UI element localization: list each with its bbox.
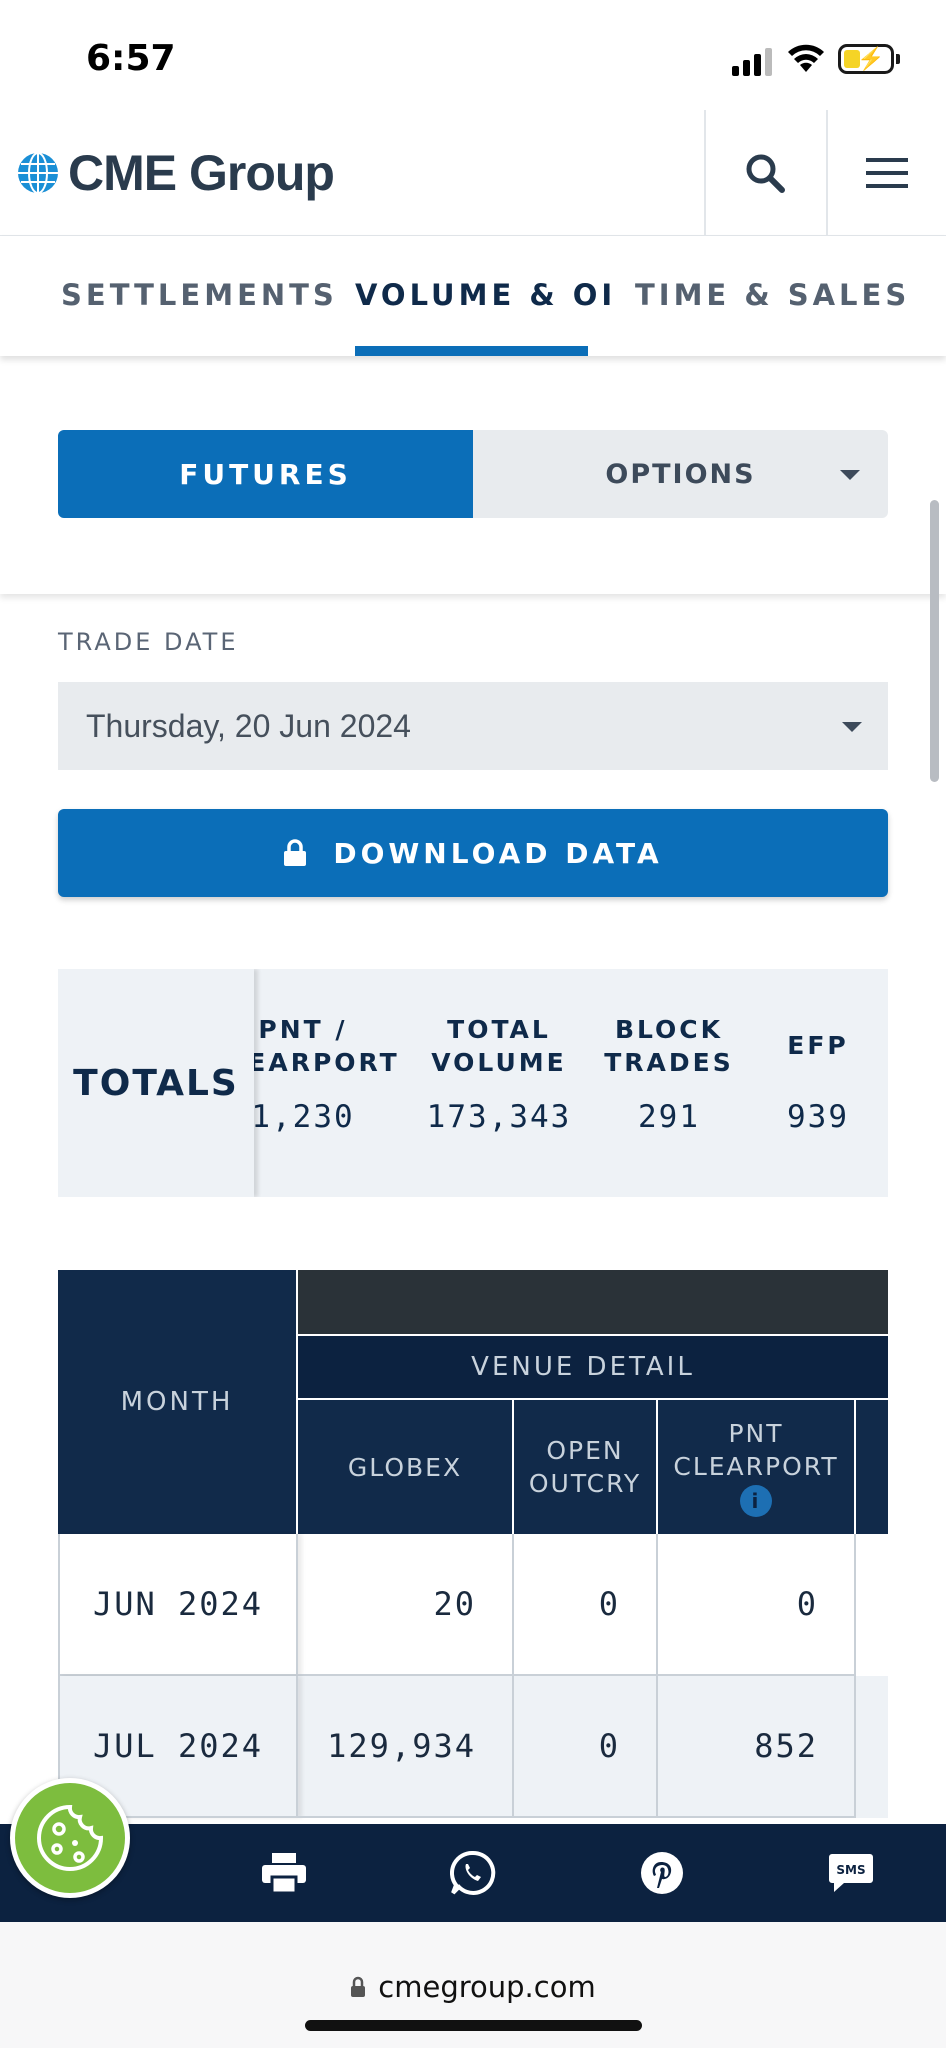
- venue-detail-header: VENUE DETAIL: [298, 1336, 888, 1398]
- browser-url-bar: cmegroup.com: [0, 1922, 946, 2048]
- wifi-icon: [788, 44, 824, 72]
- active-tab-indicator: [355, 346, 588, 356]
- volume-table[interactable]: MONTH VENUE DETAIL GLOBEX OPEN OUTCRY PNT…: [58, 1270, 888, 1822]
- next-column-header: [856, 1400, 888, 1534]
- totals-column-value: 173,343: [426, 1099, 572, 1135]
- lock-icon: [351, 1976, 366, 1997]
- sms-icon: SMS: [829, 1854, 873, 1892]
- pnt-clearport-column-header: PNT CLEARPORT i: [658, 1400, 854, 1534]
- caret-down-icon: [840, 470, 860, 480]
- globe-icon: [18, 152, 58, 194]
- pinterest-icon: [641, 1852, 683, 1894]
- table-group-header-bar: [298, 1270, 888, 1334]
- totals-column: BLOCK TRADES 291: [604, 1013, 734, 1135]
- month-cell: JUN 2024: [58, 1534, 298, 1676]
- totals-column-value: 291: [638, 1099, 700, 1135]
- pnt-clearport-cell: 0: [658, 1534, 856, 1676]
- totals-column-value: 1,230: [251, 1099, 355, 1135]
- sms-button[interactable]: SMS: [826, 1848, 876, 1898]
- tab-time-sales[interactable]: TIME & SALES: [635, 278, 911, 312]
- options-dropdown[interactable]: OPTIONS: [473, 430, 888, 518]
- trade-date-value: Thursday, 20 Jun 2024: [86, 707, 411, 744]
- download-data-label: DOWNLOAD DATA: [333, 836, 663, 870]
- hamburger-menu-icon: [866, 158, 908, 188]
- lock-icon: [284, 839, 307, 866]
- totals-panel[interactable]: TOTALS PNT / CLEARPORT 1,230 TOTAL VOLUME …: [58, 969, 888, 1197]
- pinterest-button[interactable]: [637, 1848, 687, 1898]
- table-row: JUN 2024 20 0 0: [58, 1534, 888, 1676]
- cookie-icon: [37, 1804, 104, 1871]
- page-scrollbar[interactable]: [930, 500, 939, 782]
- trade-date-label: TRADE DATE: [58, 628, 239, 656]
- tab-settlements[interactable]: SETTLEMENTS: [61, 278, 338, 312]
- battery-icon: ⚡: [838, 44, 900, 74]
- print-button[interactable]: [259, 1848, 309, 1898]
- url-text: cmegroup.com: [378, 1970, 596, 2004]
- totals-column: EFP 939: [768, 1013, 868, 1135]
- options-label: OPTIONS: [605, 458, 756, 490]
- share-bar: SMS: [0, 1824, 946, 1922]
- pnt-clearport-cell: 852: [658, 1676, 856, 1818]
- tab-bar: SETTLEMENTS VOLUME & OI TIME & SALES: [0, 236, 946, 356]
- trade-date-select[interactable]: Thursday, 20 Jun 2024: [58, 682, 888, 770]
- globex-cell: 20: [298, 1534, 514, 1676]
- sms-icon-text: SMS: [836, 1863, 865, 1877]
- table-row: JUL 2024 129,934 0 852: [58, 1676, 888, 1818]
- globex-cell: 129,934: [298, 1676, 514, 1818]
- url-display[interactable]: cmegroup.com: [0, 1970, 946, 2004]
- cellular-signal-icon: [732, 46, 776, 76]
- menu-button[interactable]: [826, 110, 946, 236]
- status-bar: 6:57 ⚡: [0, 0, 946, 110]
- open-outcry-cell: 0: [514, 1534, 658, 1676]
- logo-text: CME Group: [68, 145, 335, 201]
- open-outcry-column-header: OPEN OUTCRY: [514, 1400, 656, 1534]
- whatsapp-icon: [450, 1850, 496, 1895]
- whatsapp-button[interactable]: [448, 1848, 498, 1898]
- info-icon[interactable]: i: [739, 1485, 772, 1517]
- totals-column: TOTAL VOLUME 173,343: [424, 1013, 574, 1135]
- tab-volume-oi[interactable]: VOLUME & OI: [355, 278, 617, 312]
- totals-column-value: 939: [787, 1099, 849, 1135]
- cme-group-logo[interactable]: CME Group: [16, 144, 335, 202]
- home-indicator[interactable]: [305, 2020, 642, 2031]
- totals-column-header: TOTAL VOLUME: [431, 1015, 567, 1077]
- totals-label: TOTALS: [58, 969, 254, 1197]
- totals-column-header: EFP: [787, 1031, 849, 1060]
- futures-toggle[interactable]: FUTURES: [58, 430, 473, 518]
- product-toggle-section: FUTURES OPTIONS: [0, 356, 946, 594]
- search-icon: [746, 154, 785, 193]
- globex-column-header: GLOBEX: [298, 1400, 512, 1534]
- search-button[interactable]: [704, 110, 824, 236]
- status-time: 6:57: [86, 38, 176, 79]
- open-outcry-cell: 0: [514, 1676, 658, 1818]
- cookie-settings-button[interactable]: [10, 1778, 130, 1898]
- site-header: CME Group: [0, 110, 946, 236]
- totals-column: PNT / CLEARPORT 1,230: [208, 1013, 398, 1135]
- month-column-header: MONTH: [58, 1270, 296, 1534]
- caret-down-icon: [842, 722, 862, 732]
- download-data-button[interactable]: DOWNLOAD DATA: [58, 809, 888, 897]
- print-icon: [262, 1853, 306, 1893]
- totals-column-header: BLOCK TRADES: [604, 1015, 734, 1077]
